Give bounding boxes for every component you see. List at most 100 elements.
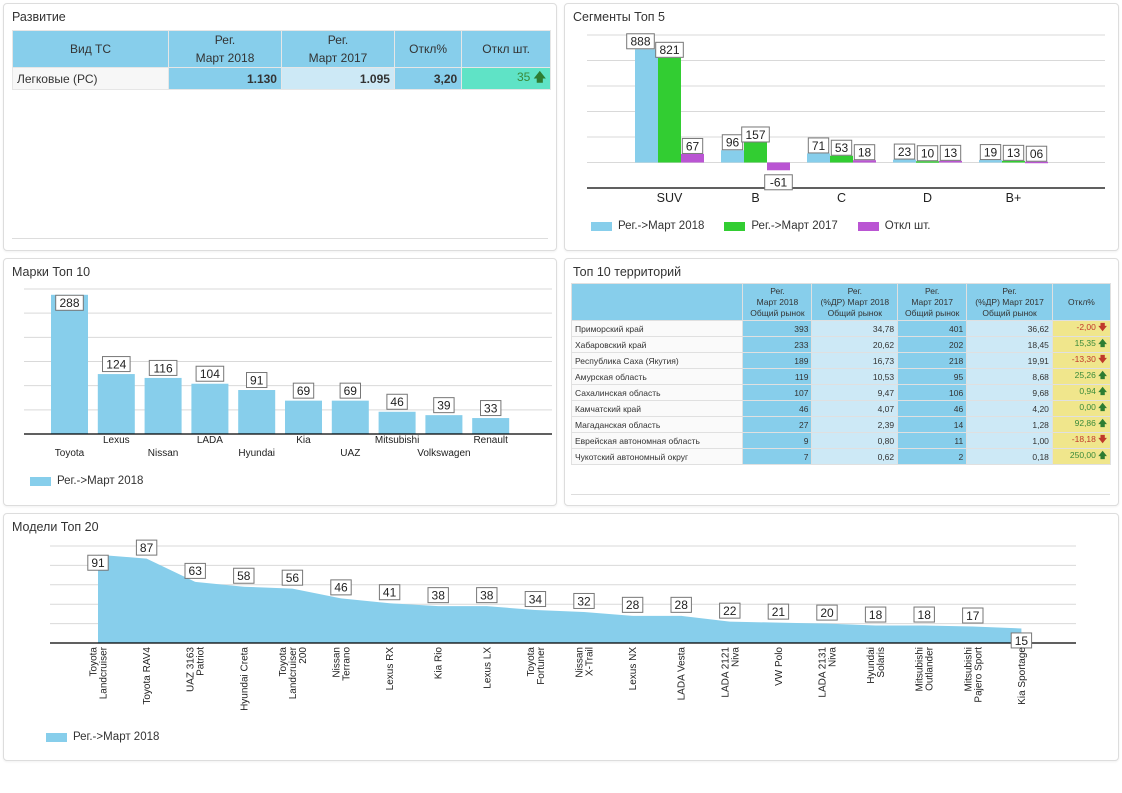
svg-text:06: 06 <box>1030 147 1044 161</box>
x-tick-label: LADA 2131 Niva <box>818 647 839 698</box>
bar-Nissan[interactable] <box>144 377 182 434</box>
bar-B+-0[interactable] <box>979 160 1002 163</box>
bar-SUV-0[interactable] <box>635 49 658 163</box>
svg-text:18: 18 <box>869 608 883 622</box>
column-header: Вид ТС <box>11 30 170 68</box>
data-label: 69 <box>292 382 315 399</box>
x-tick-label-line: Niva <box>828 647 839 667</box>
x-tick-label: Toyota <box>55 448 85 459</box>
bar-C-0[interactable] <box>807 153 830 163</box>
data-label: 91 <box>246 372 268 389</box>
bar-Volkswagen[interactable] <box>425 415 463 434</box>
x-tick-label: Volkswagen <box>417 448 470 459</box>
legend-item[interactable]: Рег.->Март 2018 <box>30 475 143 487</box>
data-label: 34 <box>524 591 547 608</box>
table-row: Магаданская область 27 2,39 14 1,28 92,86 🡅 <box>570 416 1112 433</box>
legend-item[interactable]: Откл шт. <box>857 220 931 232</box>
reg-2018-cell: 1.130 <box>168 67 282 90</box>
x-tick-label-line: Fortuner <box>536 646 547 684</box>
data-label: 23 <box>893 143 916 160</box>
bar-C-1[interactable] <box>830 155 853 163</box>
diff-pct-cell: 15,35 🡅 <box>1051 336 1112 353</box>
models-legend: Рег.->Март 2018 <box>46 731 159 743</box>
bar-LADA[interactable] <box>191 383 229 434</box>
bar-D-0[interactable] <box>893 159 916 163</box>
bar-Kia[interactable] <box>285 400 322 434</box>
svg-text:18: 18 <box>858 146 872 160</box>
column-header: Рег. Март 2017 Общий рынок <box>897 283 968 321</box>
arrow-up-icon: 🡅 <box>1098 401 1107 412</box>
data-label: 69 <box>339 382 362 399</box>
x-tick-label-line: LADA 2131 <box>818 647 829 698</box>
bar-D-2[interactable] <box>939 160 962 163</box>
svg-text:38: 38 <box>432 588 446 602</box>
bar-SUV-2[interactable] <box>681 153 704 163</box>
reg-2018-cell: 393 <box>742 320 813 337</box>
bar-D-1[interactable] <box>916 161 939 163</box>
reg-2017-cell: 2 <box>897 448 968 465</box>
territory-name-cell: Хабаровский край <box>570 336 744 353</box>
legend-label: Рег.->Март 2018 <box>57 475 144 487</box>
arrow-down-icon: 🡇 <box>1098 353 1107 364</box>
legend-item[interactable]: Рег.->Март 2017 <box>724 220 838 232</box>
svg-text:71: 71 <box>812 139 826 153</box>
x-tick-label: Nissan <box>148 448 179 459</box>
bar-Hyundai[interactable] <box>238 390 276 434</box>
svg-text:41: 41 <box>383 586 397 600</box>
bar-Mitsubishi[interactable] <box>378 411 416 434</box>
bar-B-1[interactable] <box>744 142 767 163</box>
table-row: Еврейская автономная область 9 0,80 11 1,00-… <box>570 432 1112 449</box>
svg-text:10: 10 <box>921 147 935 161</box>
bar-Renault[interactable] <box>472 418 510 434</box>
data-label: 15 <box>1010 632 1033 649</box>
bar-B-0[interactable] <box>721 150 744 163</box>
x-tick-label: Lexus <box>103 435 130 446</box>
bar-B-2[interactable] <box>767 162 790 171</box>
data-label: 28 <box>621 596 644 613</box>
data-label: 17 <box>962 607 984 624</box>
arrow-down-icon: 🡇 <box>1098 433 1107 444</box>
territories-title: Топ 10 территорий <box>573 265 682 279</box>
diff-pct-cell: 25,26 🡅 <box>1051 368 1112 385</box>
legend-label: Откл шт. <box>884 220 931 232</box>
legend-item[interactable]: Рег.->Март 2018 <box>46 731 159 743</box>
arrow-up-icon: 🡅 <box>1098 417 1107 428</box>
diff-pct-cell: 92,86 🡅 <box>1051 416 1112 433</box>
x-tick-label: Mitsubishi Pajero Sport <box>963 647 984 703</box>
share-2017-cell: 4,20 <box>966 400 1053 417</box>
bar-Lexus[interactable] <box>97 374 135 434</box>
legend-item[interactable]: Рег.->Март 2018 <box>591 220 704 232</box>
x-tick-label-line: Mitsubishi <box>963 647 974 691</box>
diff-pct-cell: 0,00 🡅 <box>1051 400 1112 417</box>
x-tick-label-line: Landcruiser <box>288 646 299 699</box>
data-label: 38 <box>476 587 498 604</box>
x-tick-label: Mitsubishi Outlander <box>915 646 936 691</box>
share-2017-cell: 19,91 <box>966 352 1053 369</box>
bar-B+-1[interactable] <box>1002 160 1025 163</box>
bar-UAZ[interactable] <box>331 400 369 434</box>
data-label: 18 <box>853 144 876 161</box>
bar-B+-2[interactable] <box>1025 161 1048 164</box>
data-label: 116 <box>148 359 178 376</box>
bar-C-2[interactable] <box>853 160 876 163</box>
reg-2017-cell: 46 <box>897 400 968 417</box>
legend-swatch <box>30 476 51 486</box>
diff-pct-cell: -2,00 🡇 <box>1051 320 1112 337</box>
reg-2018-cell: 7 <box>742 448 813 465</box>
x-tick-label-line: Outlander <box>925 646 936 691</box>
x-tick-label-line: Hyundai <box>866 647 877 684</box>
territory-name-cell: Приморский край <box>570 320 744 337</box>
svg-text:288: 288 <box>59 296 79 310</box>
area-series[interactable] <box>98 554 1022 643</box>
divider <box>571 494 1110 495</box>
x-tick-label: Toyota RAV4 <box>142 647 153 705</box>
legend-swatch <box>591 221 612 231</box>
diff-pct-cell: -18,18 🡇 <box>1051 432 1112 449</box>
svg-text:20: 20 <box>820 606 834 620</box>
svg-text:18: 18 <box>918 608 932 622</box>
reg-2018-cell: 189 <box>742 352 813 369</box>
svg-text:69: 69 <box>344 384 358 398</box>
bar-SUV-1[interactable] <box>658 57 681 163</box>
bar-Toyota[interactable] <box>51 294 88 434</box>
share-2017-cell: 0,18 <box>966 448 1053 465</box>
